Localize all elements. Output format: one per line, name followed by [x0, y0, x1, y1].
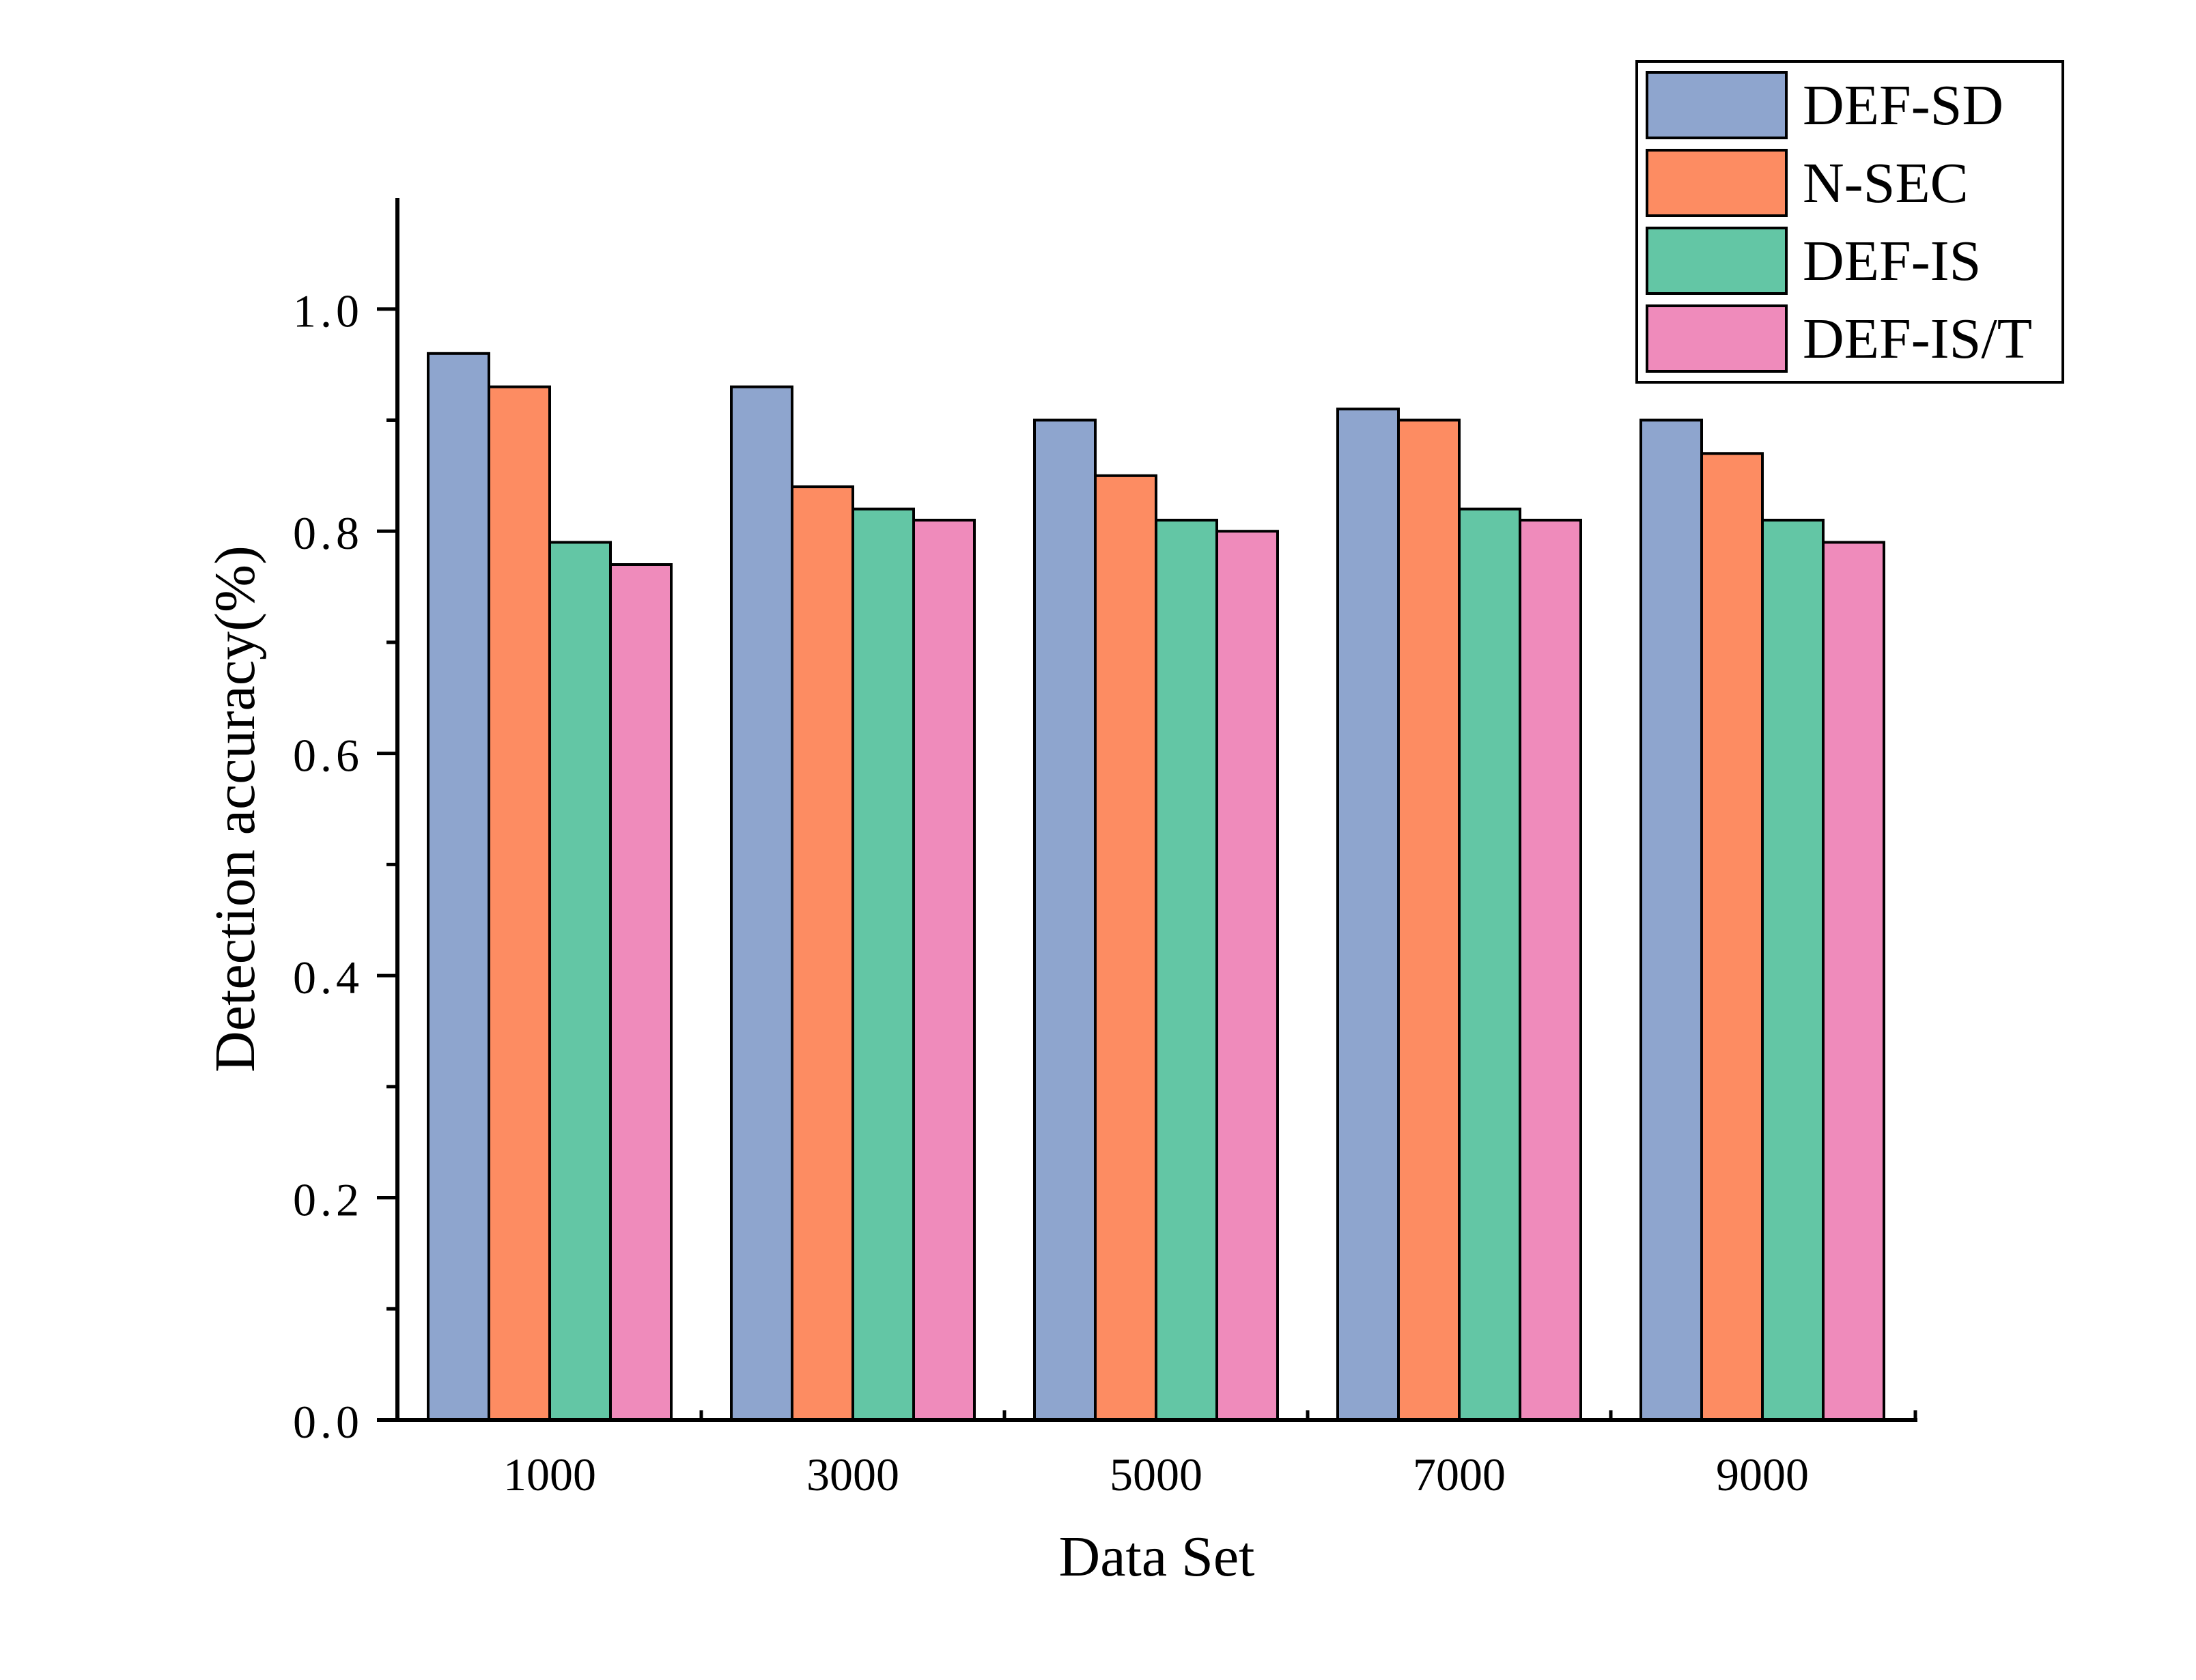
bar-n-sec-5000: [1094, 474, 1157, 1421]
legend-swatch: [1646, 227, 1788, 295]
bars-group: [427, 352, 1885, 1422]
x-tick-label: 3000: [806, 1449, 899, 1500]
x-tick-label: 9000: [1716, 1449, 1809, 1500]
y-tick-label: 0.0: [293, 1396, 363, 1448]
legend: DEF-SD N-SEC DEF-IS DEF-IS/T: [1635, 60, 2064, 384]
x-axis-label: Data Set: [1059, 1525, 1255, 1589]
y-axis-label: Detection accuracy(%): [203, 545, 267, 1072]
bar-n-sec-3000: [791, 485, 854, 1421]
bar-def-is-1000: [548, 541, 612, 1421]
bar-def-sd-5000: [1033, 418, 1097, 1421]
bar-def-sd-9000: [1639, 418, 1703, 1421]
y-tick-label: 0.4: [293, 952, 363, 1003]
x-tick-label: 1000: [503, 1449, 596, 1500]
y-tick-label: 1.0: [293, 285, 363, 337]
y-tick-label: 0.8: [293, 507, 363, 559]
bar-def-is-5000: [1155, 518, 1218, 1422]
axes-group: [377, 198, 1917, 1422]
x-tick-label: 7000: [1413, 1449, 1506, 1500]
bar-def-sd-3000: [730, 385, 793, 1421]
bar-def-is-t-5000: [1215, 530, 1279, 1422]
bar-n-sec-9000: [1700, 452, 1764, 1421]
bar-def-is-t-3000: [912, 518, 976, 1422]
legend-label: DEF-IS: [1803, 229, 1981, 293]
legend-swatch: [1646, 71, 1788, 139]
bar-def-sd-1000: [427, 352, 490, 1421]
legend-swatch: [1646, 149, 1788, 217]
legend-label: N-SEC: [1803, 152, 1969, 215]
bar-def-is-t-1000: [609, 563, 673, 1421]
bar-def-sd-7000: [1336, 408, 1400, 1422]
legend-label: DEF-SD: [1803, 74, 2003, 137]
bar-n-sec-1000: [488, 385, 551, 1421]
y-tick-label: 0.2: [293, 1174, 363, 1226]
bar-def-is-t-7000: [1519, 518, 1582, 1422]
x-ticks-group: 1000 3000 5000 7000 9000: [503, 1410, 1917, 1500]
bar-def-is-t-9000: [1822, 541, 1885, 1421]
bar-def-is-3000: [851, 507, 915, 1421]
bar-def-is-7000: [1458, 507, 1521, 1421]
legend-swatch: [1646, 304, 1788, 373]
legend-label: DEF-IS/T: [1803, 307, 2032, 371]
x-tick-label: 5000: [1110, 1449, 1202, 1500]
bar-def-is-9000: [1761, 518, 1825, 1422]
bar-n-sec-7000: [1397, 418, 1461, 1421]
y-ticks-group: 0.0 0.2 0.4 0.6 0.8 1.0: [293, 285, 397, 1448]
y-tick-label: 0.6: [293, 730, 363, 782]
